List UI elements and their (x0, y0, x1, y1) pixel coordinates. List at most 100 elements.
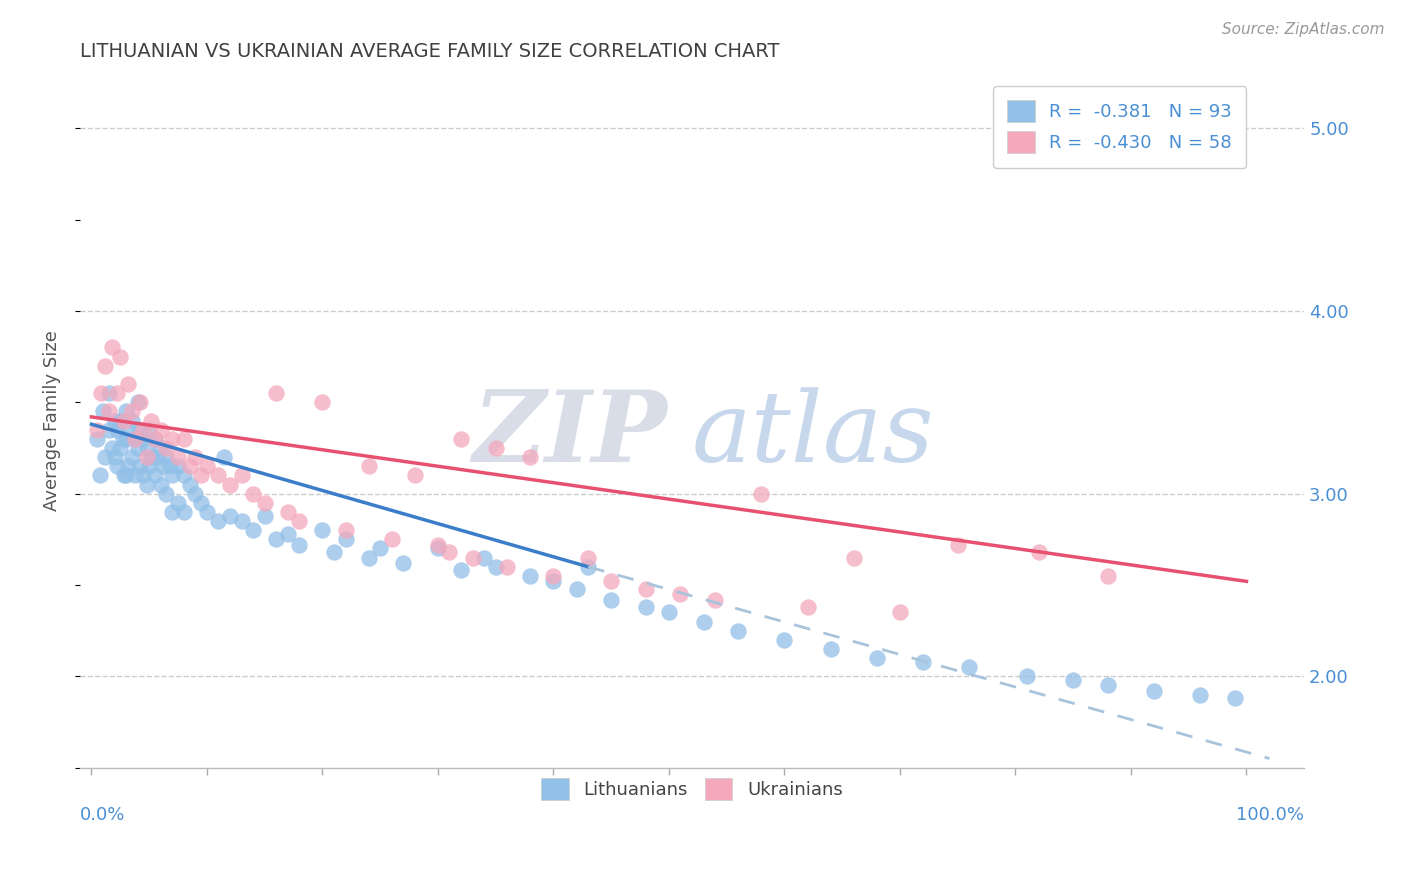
Point (773, 632, 796, 647)
Point (576, 550, 599, 565)
Text: ZIP: ZIP (472, 386, 668, 483)
Point (105, 386, 128, 401)
Point (112, 468, 135, 483)
Point (311, 395, 333, 409)
Point (1189, 688, 1212, 702)
Point (179, 477, 201, 491)
Point (207, 514, 229, 528)
Point (1015, 669, 1038, 683)
Point (842, 550, 865, 565)
Point (173, 505, 195, 519)
Point (143, 432, 166, 446)
Point (242, 486, 264, 500)
Point (576, 559, 599, 574)
Point (669, 587, 692, 601)
Point (368, 541, 391, 556)
Point (94, 359, 117, 373)
Point (426, 541, 449, 556)
Point (135, 441, 157, 455)
Point (1143, 684, 1166, 698)
Point (658, 606, 681, 620)
Point (97, 404, 120, 418)
Point (155, 441, 177, 455)
Point (190, 468, 212, 483)
Point (155, 450, 177, 464)
Point (450, 432, 472, 446)
Point (121, 450, 143, 464)
Point (112, 413, 135, 427)
Point (110, 441, 132, 455)
Point (105, 459, 128, 474)
Point (115, 432, 138, 446)
Point (253, 508, 276, 523)
Point (97, 386, 120, 401)
Point (543, 569, 565, 583)
Point (101, 441, 124, 455)
Point (242, 523, 264, 537)
Point (543, 574, 565, 589)
Point (311, 523, 333, 537)
Point (184, 486, 207, 500)
Point (89, 468, 111, 483)
Point (124, 432, 146, 446)
Point (1097, 569, 1119, 583)
Point (94, 450, 117, 464)
Point (231, 468, 253, 483)
Point (866, 651, 889, 665)
Point (138, 423, 160, 437)
Point (889, 606, 911, 620)
Point (129, 423, 152, 437)
Point (323, 545, 346, 559)
Point (212, 450, 235, 464)
Point (149, 441, 172, 455)
Point (115, 468, 138, 483)
Point (450, 563, 472, 577)
Point (111, 432, 134, 446)
Point (143, 432, 166, 446)
Point (162, 468, 184, 483)
Point (1062, 673, 1084, 687)
Point (167, 459, 190, 474)
Point (912, 655, 935, 669)
Point (105, 423, 128, 437)
Point (634, 582, 657, 596)
Text: 100.0%: 100.0% (1236, 805, 1305, 824)
Point (148, 450, 170, 464)
Point (565, 582, 588, 596)
Point (1223, 691, 1246, 706)
Point (957, 660, 980, 674)
Point (124, 468, 146, 483)
Point (253, 496, 276, 510)
Point (946, 538, 969, 552)
Point (173, 432, 195, 446)
Text: LITHUANIAN VS UKRAINIAN AVERAGE FAMILY SIZE CORRELATION CHART: LITHUANIAN VS UKRAINIAN AVERAGE FAMILY S… (80, 42, 779, 61)
Point (179, 459, 201, 474)
Point (101, 341, 124, 355)
Point (426, 538, 449, 552)
Point (704, 592, 727, 607)
Point (110, 413, 132, 427)
Point (167, 496, 190, 510)
Point (404, 468, 426, 483)
Point (141, 450, 163, 464)
Text: 0.0%: 0.0% (80, 805, 125, 824)
Point (796, 599, 818, 614)
Point (357, 550, 380, 565)
Point (749, 486, 772, 500)
Legend: Lithuanians, Ukrainians: Lithuanians, Ukrainians (534, 771, 849, 807)
Point (207, 468, 229, 483)
Text: Source: ZipAtlas.com: Source: ZipAtlas.com (1222, 22, 1385, 37)
Point (124, 432, 146, 446)
Point (143, 468, 166, 483)
Point (127, 395, 149, 409)
Point (90, 386, 112, 401)
Point (117, 459, 139, 474)
Point (1028, 545, 1050, 559)
Point (129, 459, 152, 474)
Point (152, 459, 174, 474)
Point (86, 432, 108, 446)
Point (264, 533, 287, 547)
Point (167, 450, 190, 464)
Point (129, 395, 152, 409)
Point (155, 486, 177, 500)
